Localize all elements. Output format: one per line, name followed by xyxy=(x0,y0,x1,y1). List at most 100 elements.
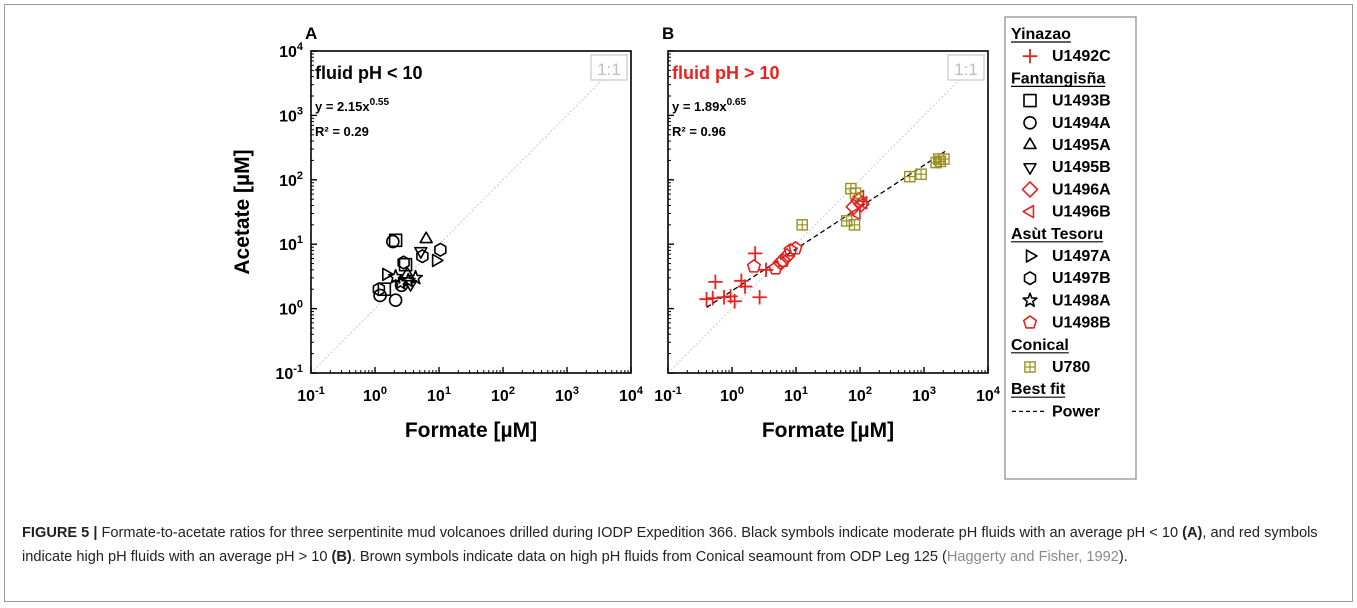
legend-marker xyxy=(1023,162,1037,175)
y-tick-label: 10-1 xyxy=(275,363,303,383)
legend-marker xyxy=(1025,249,1038,263)
data-point xyxy=(699,291,714,307)
legend-marker xyxy=(1023,116,1037,130)
best-fit-line xyxy=(706,149,948,308)
ratio-label-text: 1:1 xyxy=(597,60,621,79)
legend-label: U1498A xyxy=(1052,292,1111,309)
legend-entry-u1498b: U1498B xyxy=(1022,315,1111,332)
legend-section-title: Yinazao xyxy=(1011,26,1071,43)
legend-section-title: Asùt Tesoru xyxy=(1011,226,1103,243)
y-tick-label: 101 xyxy=(279,234,303,254)
legend-label: U1496B xyxy=(1052,204,1111,221)
data-point xyxy=(934,155,947,168)
legend-label: U1495B xyxy=(1052,159,1111,176)
legend-entry-u1495b: U1495B xyxy=(1023,159,1111,176)
legend-entry-u1494a: U1494A xyxy=(1023,115,1111,132)
legend-section-title: Fantangisña xyxy=(1011,70,1105,87)
y-axis-label: Acetate [µM] xyxy=(231,149,254,274)
legend-marker xyxy=(1022,49,1038,64)
legend-entry-u1496b: U1496B xyxy=(1022,204,1111,221)
plot-frame xyxy=(667,50,989,374)
data-point xyxy=(397,255,410,270)
x-tick-label: 104 xyxy=(976,385,1001,405)
series-u1497a xyxy=(382,253,444,282)
data-point xyxy=(855,195,868,210)
data-point xyxy=(716,290,732,305)
data-point xyxy=(373,288,387,303)
fit-equation: y = 2.15x0.55 xyxy=(315,97,389,114)
data-point xyxy=(705,291,720,306)
x-tick-label: 10-1 xyxy=(297,385,325,405)
data-point xyxy=(903,170,916,183)
r-squared: R² = 0.29 xyxy=(315,124,369,139)
series-u1498b xyxy=(746,241,803,275)
x-tick-label: 103 xyxy=(912,385,936,405)
data-point xyxy=(746,259,761,273)
data-point xyxy=(377,282,392,297)
panel-label: A xyxy=(305,24,317,43)
caption-ref-a: (A) xyxy=(1182,525,1203,541)
data-point xyxy=(840,215,853,227)
data-point xyxy=(848,206,861,221)
r-squared: R² = 0.96 xyxy=(672,124,726,139)
x-axis-label: Formate [µM] xyxy=(405,419,537,442)
data-point xyxy=(388,233,403,248)
data-point xyxy=(434,242,447,257)
caption-ref-b: (B) xyxy=(331,549,352,565)
legend-marker xyxy=(1022,315,1038,329)
x-tick-label: 102 xyxy=(491,385,515,405)
legend-marker xyxy=(1023,271,1037,286)
data-point xyxy=(783,243,798,257)
data-point xyxy=(849,187,862,199)
panel-label: B xyxy=(662,24,674,43)
chart-panel-a: 10-110-1100100101101102102103103104104Af… xyxy=(231,24,644,442)
data-point xyxy=(386,234,400,249)
legend-label: U1493B xyxy=(1052,93,1111,110)
x-tick-label: 10-1 xyxy=(654,385,682,405)
legend-marker xyxy=(1023,137,1037,150)
legend-label: U1497A xyxy=(1052,248,1111,265)
condition-label: fluid pH > 10 xyxy=(672,63,780,83)
series-u1492c xyxy=(699,246,774,309)
y-tick-label: 104 xyxy=(279,41,304,61)
caption-text-4: ). xyxy=(1118,549,1128,565)
data-point xyxy=(372,282,386,297)
legend-label: Power xyxy=(1052,403,1100,420)
legend-entry-u1495a: U1495A xyxy=(1023,137,1111,154)
caption-text-2: , and red symbols indicate high pH fluid… xyxy=(22,525,1318,565)
y-tick-label: 100 xyxy=(279,299,303,319)
caption-label: FIGURE 5 | xyxy=(22,525,98,541)
figure-frame xyxy=(4,4,1353,602)
legend-entry-u780: U780 xyxy=(1024,359,1090,376)
data-point xyxy=(737,279,753,294)
ratio-label-text: 1:1 xyxy=(954,60,978,79)
legend-label: U1497B xyxy=(1052,270,1111,287)
data-point xyxy=(734,273,749,289)
caption-text-1: Formate-to-acetate ratios for three serp… xyxy=(97,525,1183,541)
data-point xyxy=(416,249,429,264)
data-point xyxy=(848,219,861,231)
caption-citation-link[interactable]: Haggerty and Fisher, 1992 xyxy=(946,549,1119,565)
condition-label: fluid pH < 10 xyxy=(315,63,423,83)
series-u780 xyxy=(796,153,950,231)
data-point xyxy=(388,293,403,308)
data-point xyxy=(431,253,444,268)
data-point xyxy=(407,269,424,285)
legend-marker xyxy=(1022,292,1038,308)
data-point xyxy=(727,294,742,309)
legend-entry-u1497a: U1497A xyxy=(1025,248,1111,265)
legend-entry-u1497b: U1497B xyxy=(1023,270,1111,287)
legend-label: U1492C xyxy=(1052,48,1111,65)
legend-label: U1495A xyxy=(1052,137,1111,154)
series-u1497b xyxy=(372,242,447,297)
legend-marker xyxy=(1023,93,1037,108)
ratio-label: 1:1 xyxy=(947,54,985,81)
data-point xyxy=(708,274,723,290)
data-point xyxy=(419,231,433,244)
x-tick-label: 103 xyxy=(555,385,579,405)
data-point xyxy=(915,168,927,181)
legend-marker xyxy=(1021,181,1039,198)
legend-label: U1494A xyxy=(1052,115,1111,132)
legend: Yinazao U1492C Fantangisña U1493B U1494A U149… xyxy=(1004,16,1137,480)
